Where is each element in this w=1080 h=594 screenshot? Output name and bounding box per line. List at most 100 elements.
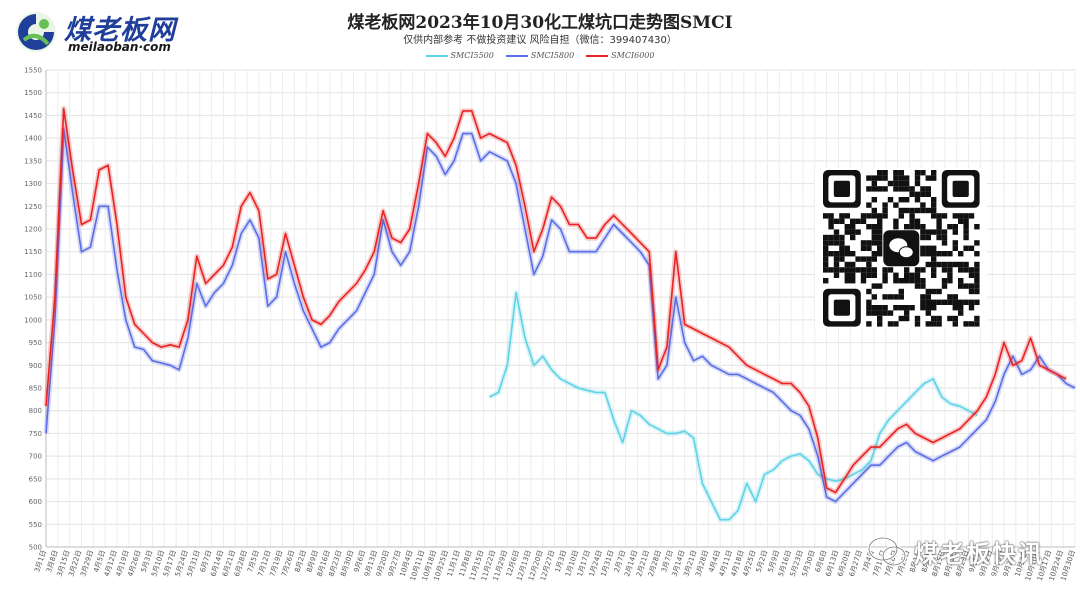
qr-module	[860, 272, 867, 278]
qr-module	[925, 261, 931, 268]
y-tick-label: 1050	[24, 294, 42, 302]
qr-module	[833, 229, 840, 235]
qr-module	[914, 191, 921, 197]
qr-module	[860, 240, 867, 246]
qr-module	[936, 224, 942, 230]
qr-module	[833, 234, 840, 241]
qr-module	[904, 267, 910, 273]
qr-module	[893, 278, 899, 284]
qr-module	[839, 240, 845, 246]
qr-module	[925, 251, 931, 257]
qr-module	[893, 202, 899, 208]
y-tick-label: 750	[29, 430, 42, 438]
qr-module	[828, 251, 834, 257]
qr-module	[909, 213, 915, 219]
qr-module	[920, 305, 926, 311]
y-tick-label: 1300	[24, 180, 42, 188]
qr-module	[904, 197, 910, 203]
qr-module	[952, 305, 958, 311]
qr-finder	[833, 180, 850, 197]
qr-module	[931, 305, 937, 311]
qr-module	[839, 218, 845, 224]
qr-module	[860, 256, 867, 262]
qr-module	[963, 234, 969, 241]
qr-module	[860, 245, 867, 251]
qr-module	[974, 240, 980, 246]
qr-module	[877, 224, 883, 230]
qr-module	[952, 315, 958, 322]
qr-module	[909, 305, 915, 311]
qr-module	[833, 218, 840, 224]
qr-module	[877, 218, 883, 224]
qr-module	[920, 229, 926, 235]
qr-module	[887, 197, 894, 203]
qr-module	[871, 256, 877, 262]
y-tick-label: 600	[29, 498, 42, 506]
qr-module	[882, 294, 888, 300]
y-tick-label: 950	[29, 339, 42, 347]
qr-module	[828, 224, 834, 230]
qr-module	[844, 261, 850, 268]
qr-module	[898, 294, 904, 300]
qr-module	[898, 278, 904, 284]
qr-module	[909, 207, 915, 214]
chart-series	[43, 106, 1077, 523]
qr-module	[877, 315, 883, 322]
qr-module	[844, 229, 850, 235]
qr-module	[850, 224, 856, 230]
legend-item-smci5800: SMCI5800	[505, 51, 574, 60]
qr-module	[936, 218, 942, 224]
qr-module	[963, 218, 969, 224]
qr-module	[947, 299, 953, 305]
series-line-smci6000	[45, 107, 1067, 494]
watermark-text: 煤老板快讯	[914, 540, 1044, 568]
qr-module	[844, 245, 850, 251]
qr-module	[914, 170, 921, 176]
qr-finder	[833, 299, 850, 316]
qr-module	[871, 240, 877, 246]
qr-module	[931, 272, 937, 278]
qr-module	[866, 261, 872, 268]
qr-module	[974, 283, 980, 289]
qr-module	[941, 229, 948, 235]
qr-module	[963, 321, 969, 327]
qr-module	[871, 251, 877, 257]
qr-module	[904, 305, 910, 311]
qr-module	[882, 278, 888, 284]
qr-module	[877, 213, 883, 219]
qr-module	[941, 299, 948, 305]
qr-module	[898, 315, 904, 322]
qr-module	[931, 202, 937, 208]
y-tick-label: 1350	[24, 157, 42, 165]
qr-module	[833, 267, 840, 273]
qr-module	[823, 267, 829, 273]
qr-module	[877, 305, 883, 311]
qr-module	[833, 251, 840, 257]
qr-module	[974, 251, 980, 257]
qr-module	[952, 294, 958, 300]
qr-module	[925, 288, 931, 295]
qr-module	[882, 175, 888, 181]
qr-module	[871, 310, 877, 316]
qr-module	[833, 272, 840, 278]
y-tick-label: 850	[29, 385, 42, 393]
qr-module	[850, 229, 856, 235]
qr-module	[963, 229, 969, 235]
qr-module	[904, 272, 910, 278]
qr-module	[920, 234, 926, 241]
qr-module	[931, 315, 937, 322]
qr-module	[871, 305, 877, 311]
qr-module	[958, 299, 964, 305]
qr-module	[887, 310, 894, 316]
qr-module	[866, 288, 872, 295]
qr-module	[914, 272, 921, 278]
qr-module	[920, 299, 926, 305]
qr-module	[904, 315, 910, 322]
qr-module	[963, 283, 969, 289]
chart-grid	[45, 69, 1076, 548]
chart-subtitle: 仅供内部参考 不做投资建议 风险自担（微信：399407430）	[403, 35, 677, 46]
qr-module	[839, 213, 845, 219]
qr-module	[855, 256, 861, 262]
qr-module	[823, 256, 829, 262]
qr-module	[920, 283, 926, 289]
